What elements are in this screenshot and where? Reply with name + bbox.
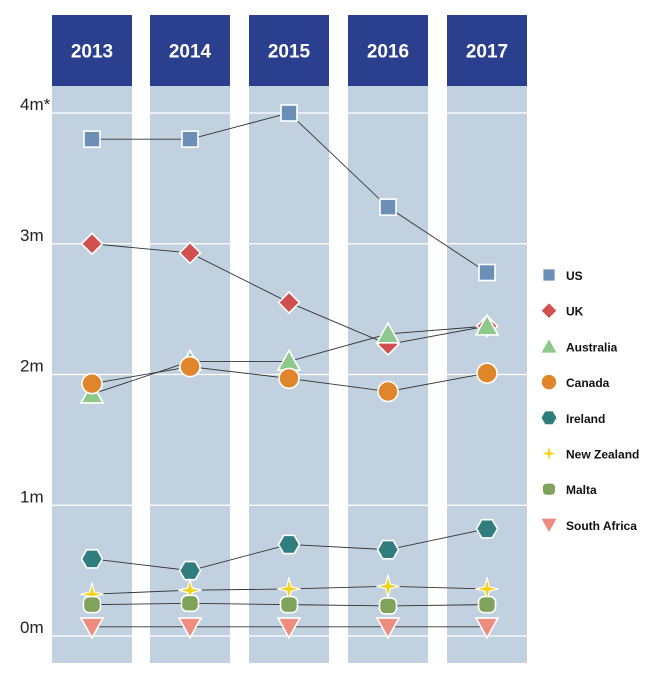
column-header-2013: [52, 15, 132, 86]
y-tick-label-2m: 2m: [20, 357, 44, 376]
x-tick-label-2013: 2013: [71, 42, 113, 63]
data-point-ireland-2013: [80, 548, 104, 569]
y-tick-label-4m: 4m*: [20, 95, 51, 114]
data-point-uk-2013: [80, 232, 104, 256]
data-point-south-africa-2015: [276, 617, 302, 640]
column-header-2015: [249, 15, 329, 86]
data-point-uk-2015: [277, 290, 301, 315]
legend-label-ireland: Ireland: [566, 412, 605, 426]
legend-label-canada: Canada: [566, 376, 610, 390]
legend-label-south-africa: South Africa: [566, 519, 637, 533]
legend-marker-new-zealand: [539, 444, 559, 463]
data-point-south-africa-2017: [474, 617, 500, 640]
data-point-malta-2014: [180, 594, 200, 613]
data-point-canada-2013: [81, 372, 103, 395]
y-tick-label-0m: 0m: [20, 618, 44, 637]
legend-label-australia: Australia: [566, 340, 618, 354]
legend-marker-south-africa: [538, 517, 560, 536]
legend-marker-ireland: [539, 409, 559, 426]
x-tick-label-2014: 2014: [169, 42, 212, 63]
column-header-2017: [447, 15, 527, 86]
legend-marker-malta: [541, 481, 557, 497]
x-tick-label-2016: 2016: [367, 42, 409, 63]
legend-marker-australia: [538, 335, 560, 355]
data-point-us-2017: [478, 263, 496, 282]
data-point-us-2016: [379, 198, 397, 216]
data-point-ireland-2017: [475, 518, 499, 539]
data-point-south-africa-2016: [375, 617, 401, 640]
data-point-australia-2017: [474, 313, 500, 336]
data-point-canada-2015: [278, 367, 300, 390]
x-tick-label-2017: 2017: [466, 42, 508, 63]
data-point-canada-2016: [377, 380, 399, 403]
column-header-2016: [348, 15, 428, 86]
column-band-2017: [447, 15, 527, 663]
legend-label-us: US: [566, 269, 583, 283]
data-point-ireland-2015: [277, 534, 301, 555]
column-band-2015: [249, 15, 329, 663]
data-point-uk-2014: [178, 241, 202, 265]
data-point-us-2015: [280, 104, 298, 122]
y-tick-label-3m: 3m: [20, 226, 44, 245]
legend-label-uk: UK: [566, 305, 584, 319]
x-tick-label-2015: 2015: [268, 42, 311, 63]
data-point-canada-2017: [476, 362, 498, 384]
data-point-us-2014: [181, 130, 199, 148]
data-point-malta-2016: [378, 597, 398, 615]
y-tick-label-1m: 1m: [20, 487, 44, 506]
data-point-australia-2016: [375, 321, 401, 344]
data-point-canada-2014: [179, 355, 201, 378]
data-point-malta-2017: [477, 595, 497, 614]
legend-marker-canada: [540, 373, 558, 391]
column-header-2014: [150, 15, 230, 86]
data-point-ireland-2014: [178, 560, 202, 581]
column-band-2014: [150, 15, 230, 663]
legend-marker-us: [541, 267, 557, 283]
data-point-south-africa-2014: [177, 617, 203, 640]
legend-label-malta: Malta: [566, 483, 597, 497]
data-point-ireland-2016: [376, 539, 400, 560]
legend-marker-uk: [539, 301, 559, 321]
data-point-malta-2013: [82, 595, 102, 614]
legend-label-new-zealand: New Zealand: [566, 448, 639, 462]
data-point-south-africa-2013: [79, 617, 105, 640]
data-point-us-2013: [83, 130, 101, 148]
data-point-malta-2015: [279, 595, 299, 614]
